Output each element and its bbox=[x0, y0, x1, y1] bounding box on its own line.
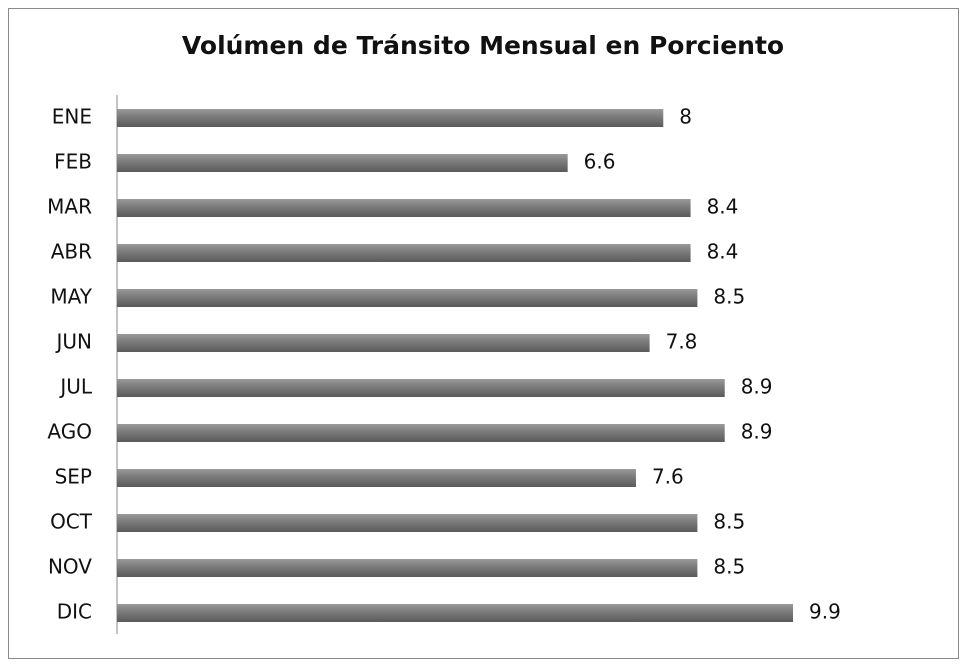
data-label: 8.9 bbox=[741, 375, 773, 399]
bar bbox=[117, 469, 636, 487]
bar bbox=[117, 244, 691, 262]
y-tick-label: OCT bbox=[50, 510, 93, 534]
bar bbox=[117, 199, 691, 217]
y-tick-label: JUL bbox=[58, 375, 93, 399]
bar bbox=[117, 514, 698, 532]
bar bbox=[117, 154, 568, 172]
data-label: 8.4 bbox=[707, 240, 739, 264]
bar bbox=[117, 604, 793, 622]
y-tick-label: NOV bbox=[48, 555, 92, 579]
data-label: 8.5 bbox=[713, 510, 745, 534]
data-label: 8.4 bbox=[707, 195, 739, 219]
bar bbox=[117, 109, 664, 127]
bar bbox=[117, 334, 650, 352]
data-label: 6.6 bbox=[584, 150, 616, 174]
bar bbox=[117, 559, 698, 577]
data-label: 8.9 bbox=[741, 420, 773, 444]
y-tick-label: FEB bbox=[54, 150, 92, 174]
y-tick-label: SEP bbox=[55, 465, 92, 489]
y-tick-label: AGO bbox=[47, 420, 92, 444]
y-tick-label: MAR bbox=[47, 195, 92, 219]
bar bbox=[117, 424, 725, 442]
data-label: 9.9 bbox=[809, 600, 841, 624]
y-tick-label: ENE bbox=[52, 105, 92, 129]
chart-title: Volúmen de Tránsito Mensual en Porciento bbox=[182, 31, 784, 60]
bar bbox=[117, 289, 698, 307]
data-label: 8.5 bbox=[713, 285, 745, 309]
y-tick-label: MAY bbox=[50, 285, 92, 309]
data-label: 8.5 bbox=[713, 555, 745, 579]
bar bbox=[117, 379, 725, 397]
data-label: 7.8 bbox=[666, 330, 698, 354]
y-tick-label: DIC bbox=[57, 600, 92, 624]
data-label: 7.6 bbox=[652, 465, 684, 489]
y-tick-label: ABR bbox=[51, 240, 92, 264]
y-tick-label: JUN bbox=[55, 330, 93, 354]
data-label: 8 bbox=[679, 105, 692, 129]
